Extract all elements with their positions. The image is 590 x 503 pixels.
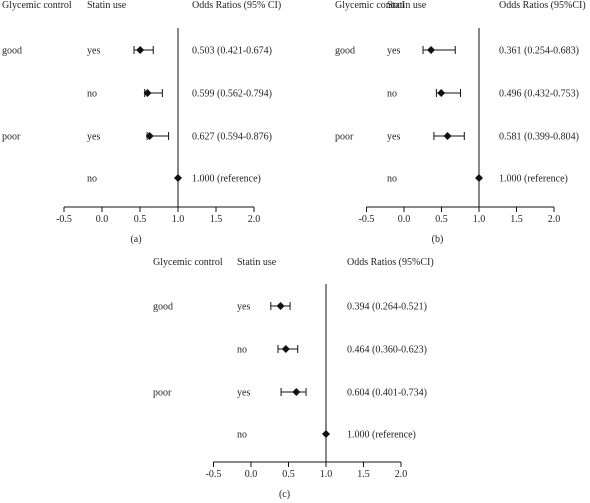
row-odds-ratio-label: 0.464 (0.360-0.623) [347,345,427,356]
row-statin-use: yes [387,46,400,57]
row-statin-use: yes [87,46,100,57]
x-tick-label: 1.0 [320,469,333,480]
row-odds-ratio-label: 1.000 (reference) [499,174,568,185]
header-glycemic-control: Glycemic control [335,0,405,11]
x-tick-label: 1.0 [172,214,185,225]
header-glycemic-control: Glycemic control [2,0,72,11]
row-odds-ratio-label: 1.000 (reference) [347,430,416,441]
row-odds-ratio-label: 0.581 (0.399-0.804) [499,132,579,143]
header-glycemic-control: Glycemic control [153,257,223,268]
row-statin-use: no [237,345,247,356]
x-tick-label: 0.0 [245,469,258,480]
row-odds-ratio-label: 0.503 (0.421-0.674) [192,46,272,57]
row-odds-ratio-label: 0.599 (0.562-0.794) [192,89,272,100]
header-statin-use: Statin use [87,0,127,11]
x-tick-label: 2.0 [548,214,561,225]
row-statin-use: no [387,89,397,100]
row-odds-ratio-label: 1.000 (reference) [192,174,261,185]
header-statin-use: Statin use [387,0,427,11]
row-odds-ratio-label: 0.627 (0.594-0.876) [192,132,272,143]
panel-label: (a) [130,234,141,245]
x-tick-label: 2.0 [248,214,261,225]
row-statin-use: yes [387,132,400,143]
x-tick-label: 0.5 [282,469,295,480]
x-tick-label: 1.5 [210,214,223,225]
row-odds-ratio-label: 0.496 (0.432-0.753) [499,89,579,100]
odds-ratio-marker [475,174,483,182]
row-odds-ratio-label: 0.604 (0.401-0.734) [347,388,427,399]
odds-ratio-marker [276,302,285,310]
odds-ratio-marker [443,132,452,140]
x-tick-label: 2.0 [395,469,408,480]
x-tick-label: 0.5 [134,214,147,225]
x-tick-label: 0.5 [435,214,448,225]
row-glycemic-control: good [153,302,173,313]
forest-panel-1: Glycemic control Statin use Odds Ratios (9… [2,0,281,245]
panel-label: (b) [432,234,444,245]
x-tick-label: 1.0 [473,214,486,225]
odds-ratio-marker [292,388,301,396]
odds-ratio-marker [143,89,152,97]
odds-ratio-marker [322,430,330,438]
row-odds-ratio-label: 0.361 (0.254-0.683) [499,46,579,57]
row-glycemic-control: poor [153,388,172,399]
header-odds-ratios: Odds Ratios (95%CI) [499,0,586,11]
x-tick-label: 1.5 [510,214,523,225]
x-tick-label: 1.5 [357,469,370,480]
x-tick-label: -0.5 [206,469,222,480]
row-statin-use: yes [87,132,100,143]
header-odds-ratios: Odds Ratios (95% CI) [192,0,281,11]
row-odds-ratio-label: 0.394 (0.264-0.521) [347,302,427,313]
header-odds-ratios: Odds Ratios (95%CI) [347,257,434,268]
odds-ratio-marker [437,89,446,97]
odds-ratio-marker [281,345,290,353]
x-tick-label: -0.5 [359,214,375,225]
row-glycemic-control: good [335,46,355,57]
x-tick-label: 0.0 [398,214,411,225]
row-statin-use: yes [237,302,250,313]
header-statin-use: Statin use [237,257,277,268]
odds-ratio-marker [145,132,154,140]
row-statin-use: no [87,174,97,185]
x-tick-label: 0.0 [96,214,109,225]
row-statin-use: no [387,174,397,185]
row-glycemic-control: poor [335,132,354,143]
row-statin-use: no [87,89,97,100]
x-tick-label: -0.5 [56,214,72,225]
panel-label: (c) [279,489,290,500]
row-statin-use: yes [237,388,250,399]
row-glycemic-control: poor [2,132,21,143]
row-glycemic-control: good [2,46,22,57]
row-statin-use: no [237,430,247,441]
odds-ratio-marker [136,46,145,54]
odds-ratio-marker [427,46,436,54]
odds-ratio-marker [174,174,182,182]
forest-panel-3: Glycemic control Statin use Odds Ratios (9… [153,257,434,500]
